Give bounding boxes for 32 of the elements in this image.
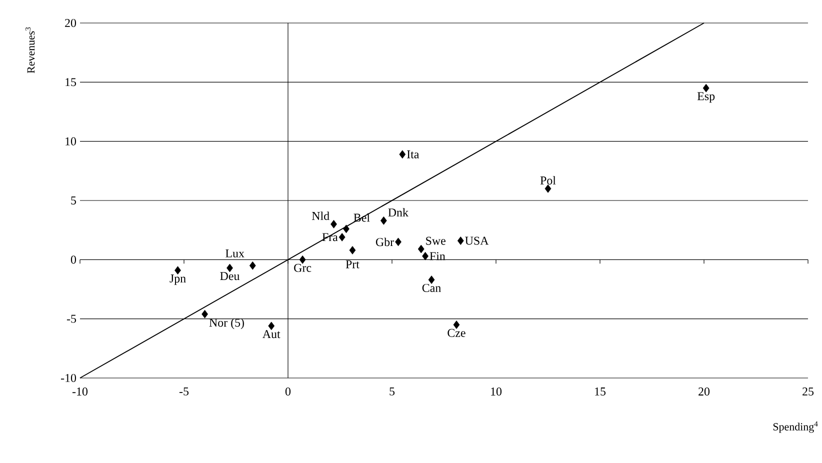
annotation: Deu [220, 272, 240, 280]
y-tick-label: 0 [70, 256, 76, 264]
annotation: Swe [426, 236, 446, 245]
y-axis-title: Revenues$^{3}$ [25, 27, 35, 74]
annotation: Dnk [388, 208, 408, 216]
y-tick-label: -10 [60, 374, 76, 382]
x-tick-label: 10 [491, 387, 502, 396]
y-tick-label: 15 [66, 78, 76, 86]
annotation: Lux [226, 249, 244, 258]
y-tick-label: -5 [66, 314, 76, 323]
y-tick-label: 10 [66, 137, 76, 146]
x-tick-label: 0 [285, 387, 291, 396]
annotation: Aut [262, 330, 280, 338]
annotation: Prt [346, 260, 360, 268]
x-axis-title: Spending$^{4}$ [773, 421, 818, 433]
annotation: Pol [540, 176, 556, 184]
x-tick-label: 25 [802, 387, 814, 396]
x-tick-label: 15 [595, 388, 606, 396]
x-tick-label: 20 [698, 387, 710, 396]
x-tick-label: -5 [179, 388, 189, 396]
annotation: Nld [312, 212, 330, 220]
annotation: Ita [407, 150, 420, 158]
annotation: Can [422, 284, 441, 292]
annotation: USA [465, 236, 489, 245]
annotation: Grc [294, 264, 312, 272]
y-tick-label: 20 [65, 18, 76, 28]
x-tick-label: 5 [390, 388, 395, 396]
annotation: Cze [448, 328, 466, 337]
annotation: Esp [697, 92, 715, 103]
y-tick-label: 5 [71, 196, 76, 204]
annotation: Jpn [170, 274, 186, 285]
annotation: Gbr [376, 238, 394, 246]
